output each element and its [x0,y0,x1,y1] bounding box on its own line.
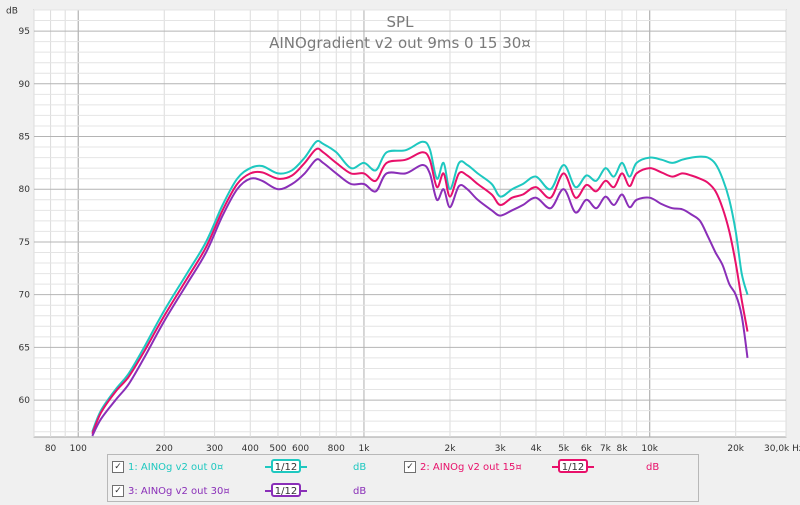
legend-label-1: 2: AINOg v2 out 15¤ [420,461,522,473]
legend-label-0: 1: AINOg v2 out 0¤ [128,461,224,473]
chart-title: SPL [387,13,415,31]
x-tick-labels: 80 100 200 300 400 500 600 800 1k 2k 3k 4k 5k 6k 7k 8k 1… [45,444,800,454]
x-tick-label: 5k [558,444,570,454]
x-tick-label: 3k [495,444,507,454]
x-tick-label: 30,0k Hz [764,444,800,454]
smoothing-button-2[interactable]: 1/12 [265,483,307,497]
x-tick-label: 7k [600,444,612,454]
legend-item-0[interactable]: ✓ 1: AINOg v2 out 0¤ [112,461,223,473]
x-tick-label: 10k [641,444,658,454]
legend-item-1[interactable]: ✓ 2: AINOg v2 out 15¤ [404,461,522,473]
y-tick-label: 70 [19,291,31,301]
y-axis-label: dB [6,7,18,17]
y-tick-label: 95 [19,27,30,37]
y-tick-label: 85 [19,133,30,143]
x-tick-label: 600 [292,444,309,454]
series-lines [91,139,749,437]
series-line-2 [91,158,749,437]
x-tick-label: 2k [445,444,457,454]
y-tick-label: 80 [19,185,31,195]
plot-area [33,9,787,438]
x-tick-label: 6k [581,444,593,454]
series-line-0 [91,139,749,433]
legend-unit-1: dB [646,462,660,473]
legend-item-2[interactable]: ✓ 3: AINOg v2 out 30¤ [112,485,230,497]
legend-unit-0: dB [353,462,367,473]
legend-unit-2: dB [353,486,367,497]
y-tick-label: 90 [19,80,31,90]
y-tick-label: 65 [19,343,30,353]
x-tick-label: 1k [358,444,370,454]
x-tick-label: 80 [45,444,57,454]
legend-checkbox-1[interactable]: ✓ [404,461,416,473]
x-tick-label: 100 [70,444,87,454]
legend-label-2: 3: AINOg v2 out 30¤ [128,485,230,497]
series-line-1 [91,147,749,435]
smoothing-button-1[interactable]: 1/12 [552,459,594,473]
x-tick-label: 800 [328,444,345,454]
x-tick-label: 400 [242,444,259,454]
x-tick-label: 8k [617,444,629,454]
chart-subtitle: AINOgradient v2 out 9ms 0 15 30¤ [269,34,531,52]
y-tick-label: 60 [19,396,31,406]
x-tick-label: 500 [269,444,286,454]
x-tick-label: 300 [206,444,223,454]
x-tick-label: 20k [727,444,744,454]
legend: ✓ 1: AINOg v2 out 0¤ 1/12 dB ✓ 2: AINOg … [107,454,699,502]
y-tick-labels: 60 65 70 75 80 85 90 95 [19,27,31,406]
legend-checkbox-0[interactable]: ✓ [112,461,124,473]
x-tick-label: 200 [156,444,173,454]
y-tick-label: 75 [19,238,30,248]
grid [33,9,787,437]
legend-checkbox-2[interactable]: ✓ [112,485,124,497]
x-tick-label: 4k [531,444,543,454]
smoothing-button-0[interactable]: 1/12 [265,459,307,473]
